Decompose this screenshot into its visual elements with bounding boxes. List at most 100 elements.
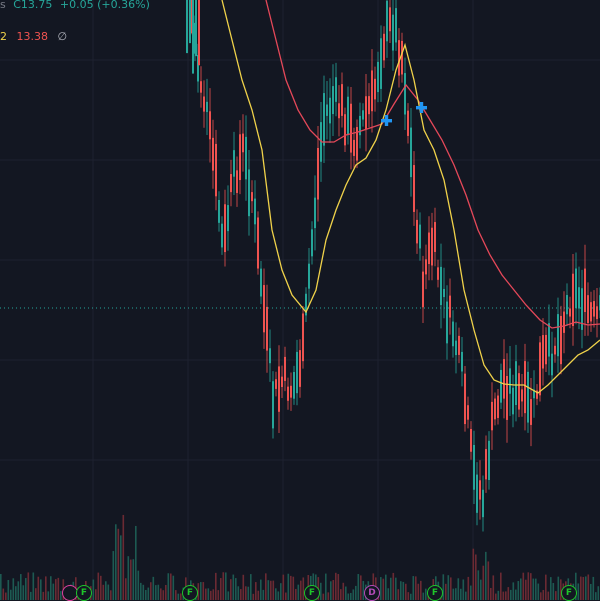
candle-body bbox=[563, 311, 565, 333]
volume-bar bbox=[525, 579, 527, 600]
candle-body bbox=[431, 227, 433, 266]
candle-body bbox=[302, 313, 304, 362]
volume-bar bbox=[470, 585, 472, 600]
volume-bar bbox=[220, 578, 222, 600]
volume-bar bbox=[325, 573, 327, 600]
event-badge-financials[interactable]: F bbox=[76, 585, 92, 601]
close-value: 13.75 bbox=[20, 0, 53, 11]
candle-body bbox=[332, 86, 334, 115]
event-badge-financials[interactable]: F bbox=[427, 585, 443, 601]
volume-bar bbox=[447, 575, 450, 600]
event-badge-dividend[interactable]: D bbox=[364, 585, 380, 601]
volume-bar bbox=[327, 592, 330, 600]
candle-body bbox=[353, 139, 355, 156]
volume-bar bbox=[142, 584, 145, 600]
volume-bar bbox=[545, 574, 547, 600]
volume-bar bbox=[400, 581, 402, 600]
volume-bar bbox=[262, 589, 265, 600]
event-badge-financials[interactable]: F bbox=[561, 585, 577, 601]
volume-bar bbox=[215, 572, 217, 600]
volume-bar bbox=[555, 591, 557, 600]
candle-body bbox=[215, 143, 217, 197]
ohlc-legend: s C13.75 +0.05 (+0.36%) bbox=[0, 0, 150, 11]
volume-bar bbox=[45, 576, 47, 600]
volume-bar bbox=[460, 588, 462, 600]
volume-bar bbox=[320, 582, 322, 600]
volume-bar bbox=[415, 576, 417, 600]
candle-body bbox=[437, 267, 439, 280]
candle-body bbox=[416, 219, 418, 244]
volume-bar bbox=[580, 576, 582, 600]
candle-body bbox=[308, 263, 310, 289]
volume-bar bbox=[207, 588, 210, 600]
close-label: C bbox=[13, 0, 21, 11]
volume-bar bbox=[292, 576, 295, 600]
volume-bar bbox=[255, 582, 257, 600]
volume-bar bbox=[355, 585, 357, 600]
volume-bar bbox=[95, 589, 97, 600]
cross-marker[interactable] bbox=[416, 102, 427, 113]
volume-bar bbox=[237, 586, 240, 600]
ma-legend[interactable]: 2 13.38 ∅ bbox=[0, 30, 67, 43]
candle-body bbox=[287, 386, 289, 401]
event-badge-financials[interactable]: F bbox=[182, 585, 198, 601]
volume-bar bbox=[257, 590, 260, 600]
volume-bar bbox=[12, 578, 15, 600]
volume-bar bbox=[240, 589, 242, 600]
volume-bar bbox=[200, 582, 202, 600]
volume-bar bbox=[137, 570, 140, 600]
candle-body bbox=[584, 268, 586, 313]
volume-bar bbox=[110, 590, 112, 600]
volume-bar bbox=[422, 592, 425, 600]
volume-bar bbox=[452, 588, 455, 600]
volume-bar bbox=[35, 588, 37, 600]
volume-bar bbox=[590, 583, 592, 600]
volume-bar bbox=[60, 591, 62, 600]
volume-bar bbox=[397, 589, 400, 600]
volume-bar bbox=[135, 525, 137, 600]
volume-bar bbox=[145, 589, 147, 600]
volume-bar bbox=[152, 576, 155, 600]
candle-body bbox=[320, 122, 322, 162]
volume-bar bbox=[582, 577, 585, 600]
candle-body bbox=[467, 405, 469, 420]
volume-bar bbox=[282, 574, 285, 600]
volume-bar bbox=[522, 572, 525, 600]
volume-bar bbox=[540, 592, 542, 600]
candle-body bbox=[245, 136, 247, 180]
candle-body bbox=[485, 449, 487, 480]
volume-bar bbox=[205, 588, 207, 600]
volume-bar bbox=[17, 581, 20, 600]
volume-bar bbox=[407, 592, 410, 600]
candle-body bbox=[560, 315, 562, 365]
volume-bar bbox=[445, 583, 447, 600]
candle-body bbox=[407, 110, 409, 136]
volume-bar bbox=[510, 589, 512, 600]
volume-bar bbox=[227, 591, 230, 600]
volume-bar bbox=[535, 578, 537, 600]
volume-bar bbox=[497, 590, 500, 600]
event-badge-financials[interactable]: F bbox=[304, 585, 320, 601]
candle-body bbox=[422, 271, 424, 308]
candle-body bbox=[272, 381, 274, 429]
volume-bar bbox=[112, 551, 115, 600]
volume-bar bbox=[175, 590, 177, 600]
candle-body bbox=[314, 197, 316, 229]
volume-bar bbox=[495, 593, 497, 600]
volume-bar bbox=[342, 582, 345, 600]
candle-body bbox=[566, 295, 568, 315]
volume-bar bbox=[500, 572, 502, 600]
volume-bar bbox=[162, 590, 165, 600]
volume-bar bbox=[537, 583, 540, 600]
volume-bar bbox=[595, 592, 597, 600]
candle-body bbox=[515, 361, 517, 406]
volume-bar bbox=[332, 580, 335, 600]
cross-marker[interactable] bbox=[381, 115, 392, 126]
ma-value: 13.38 bbox=[16, 30, 49, 43]
candle-body bbox=[572, 273, 574, 327]
candle-body bbox=[317, 147, 319, 200]
volume-bar bbox=[330, 581, 332, 600]
volume-bar bbox=[507, 587, 510, 600]
candle-body bbox=[569, 308, 571, 317]
